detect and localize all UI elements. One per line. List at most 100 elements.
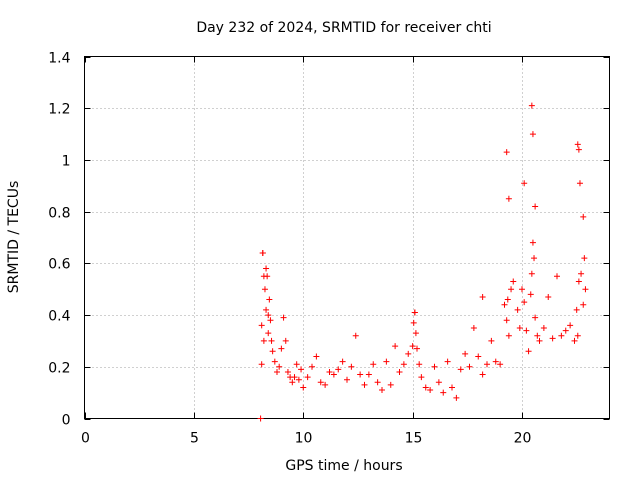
data-point xyxy=(532,314,539,321)
data-point xyxy=(534,332,541,339)
data-point xyxy=(263,306,270,313)
data-point xyxy=(521,299,528,306)
y-tick-label: 1.4 xyxy=(48,51,70,67)
y-tick-label: 0 xyxy=(62,413,71,429)
data-point xyxy=(284,368,291,375)
data-point xyxy=(309,363,315,370)
data-point xyxy=(330,371,337,378)
data-point xyxy=(479,371,486,378)
data-point xyxy=(525,348,532,355)
data-point xyxy=(266,296,273,303)
data-point xyxy=(357,371,364,378)
x-tick-label: 0 xyxy=(81,431,90,447)
data-point xyxy=(268,337,275,344)
data-point xyxy=(416,361,423,368)
data-point xyxy=(339,358,346,365)
data-point xyxy=(503,317,510,324)
data-point xyxy=(295,376,302,383)
data-point xyxy=(326,368,333,375)
data-point xyxy=(313,353,320,360)
data-point xyxy=(257,415,264,422)
axis-ticks xyxy=(84,56,610,420)
data-point xyxy=(580,213,587,220)
data-point xyxy=(258,322,265,329)
y-tick-label: 1.2 xyxy=(48,102,70,118)
data-point xyxy=(265,330,272,337)
data-point xyxy=(516,325,523,331)
data-point xyxy=(449,384,455,391)
data-point xyxy=(261,286,268,293)
data-point xyxy=(259,250,266,257)
y-tick-label: 0.2 xyxy=(48,361,70,377)
data-point xyxy=(470,325,477,331)
data-point xyxy=(435,379,442,386)
data-point xyxy=(276,363,283,370)
data-point xyxy=(529,239,536,246)
data-point xyxy=(514,306,521,313)
data-point xyxy=(453,394,460,401)
data-point xyxy=(322,381,329,388)
data-point xyxy=(573,306,580,313)
data-point xyxy=(405,350,412,357)
plot-frame xyxy=(84,56,610,419)
data-point xyxy=(291,374,298,381)
data-point xyxy=(379,387,385,394)
data-point xyxy=(479,293,486,300)
y-tick-label: 1 xyxy=(62,154,71,170)
data-point xyxy=(567,322,574,329)
data-point xyxy=(282,337,289,344)
data-point xyxy=(466,363,473,370)
data-point xyxy=(317,379,324,386)
x-tick-label: 15 xyxy=(405,431,423,447)
data-point xyxy=(352,332,359,339)
data-point xyxy=(527,291,534,298)
data-point xyxy=(528,270,535,277)
data-point xyxy=(264,273,271,280)
data-point xyxy=(562,327,569,334)
data-point xyxy=(265,312,272,319)
data-point xyxy=(269,348,276,355)
data-point xyxy=(574,141,581,148)
data-point xyxy=(422,384,429,391)
data-point xyxy=(529,131,536,138)
data-point xyxy=(540,325,547,331)
data-point xyxy=(462,350,469,357)
data-point xyxy=(488,337,495,344)
data-point xyxy=(523,327,530,334)
data-point xyxy=(582,286,589,293)
data-point xyxy=(361,381,368,388)
data-point xyxy=(348,363,355,370)
data-point xyxy=(492,358,499,365)
data-point xyxy=(504,296,511,303)
data-point xyxy=(581,255,588,262)
data-point xyxy=(440,389,447,396)
grid xyxy=(84,56,610,419)
data-point xyxy=(575,146,582,153)
x-tick-label: 5 xyxy=(190,431,199,447)
data-point xyxy=(508,286,515,293)
data-point xyxy=(510,278,517,285)
data-points xyxy=(257,102,589,422)
data-point xyxy=(258,361,265,368)
data-point xyxy=(505,332,512,339)
tick-labels: 0 5 10 15 20 0 0.2 0.4 0.6 0.8 1 1.2 1.4 xyxy=(48,51,531,447)
data-point xyxy=(571,337,578,344)
data-point xyxy=(580,301,587,308)
data-point xyxy=(427,387,434,394)
data-point xyxy=(335,366,342,373)
data-point xyxy=(528,102,535,109)
data-point xyxy=(410,319,417,326)
data-point xyxy=(521,180,528,187)
data-point xyxy=(344,376,350,383)
data-point xyxy=(298,366,305,373)
data-point xyxy=(554,273,560,280)
data-point xyxy=(411,309,418,316)
data-point xyxy=(475,353,482,360)
data-point xyxy=(531,255,538,262)
data-point xyxy=(501,301,508,308)
data-point xyxy=(532,203,539,210)
y-axis-label: SRMTID / TECUs xyxy=(6,181,22,294)
data-point xyxy=(300,384,307,391)
